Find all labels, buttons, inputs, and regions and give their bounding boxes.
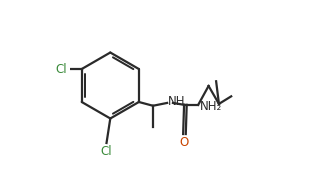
Text: Cl: Cl bbox=[101, 145, 112, 158]
Text: NH₂: NH₂ bbox=[200, 100, 222, 113]
Text: Cl: Cl bbox=[55, 63, 67, 76]
Text: NH: NH bbox=[168, 95, 185, 108]
Text: O: O bbox=[180, 136, 189, 149]
